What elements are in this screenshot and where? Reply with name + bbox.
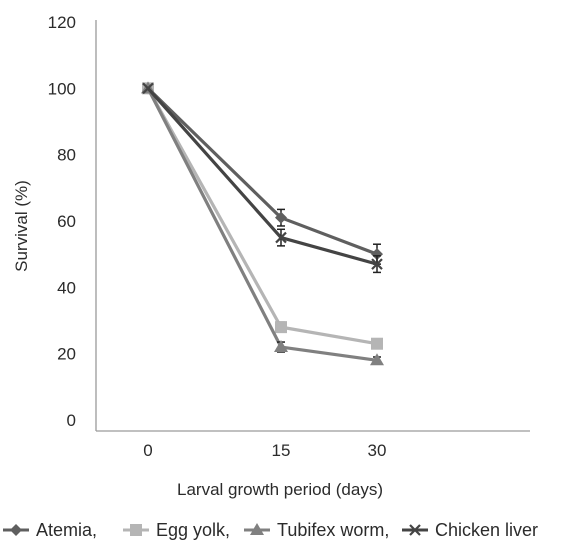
data-point <box>371 258 383 270</box>
y-axis-title: Survival (%) <box>12 180 31 272</box>
legend: Atemia, Egg yolk, Tubifex worm, Chicken liv… <box>3 520 538 540</box>
x-tick-label: 0 <box>143 441 152 460</box>
x-marker-stroke <box>275 231 287 244</box>
series-line <box>146 87 378 266</box>
data-point <box>275 321 287 334</box>
x-marker-stroke <box>371 258 383 270</box>
series-layer <box>141 81 384 366</box>
y-tick-label: 120 <box>48 13 76 32</box>
y-tick-labels: 0 20 40 60 80 100 120 <box>48 13 76 430</box>
legend-label: Egg yolk, <box>156 520 230 540</box>
series-3 <box>141 81 384 366</box>
series-line <box>146 87 378 256</box>
y-tick-label: 100 <box>48 79 76 98</box>
y-tick-label: 40 <box>57 278 76 297</box>
y-tick-label: 0 <box>67 411 76 430</box>
x-axis-title: Larval growth period (days) <box>177 480 383 499</box>
data-point <box>142 82 154 95</box>
x-tick-label: 30 <box>368 441 387 460</box>
data-point <box>371 248 383 261</box>
series-4 <box>142 82 383 274</box>
data-point <box>275 211 287 224</box>
data-point <box>370 353 384 366</box>
legend-label: Tubifex worm, <box>277 520 389 540</box>
x-tick-labels: 0 15 30 <box>143 441 386 460</box>
legend-label: Chicken liver <box>435 520 538 540</box>
x-marker-stroke <box>142 82 154 95</box>
legend-swatch-marker <box>250 523 264 535</box>
legend-swatch-marker <box>10 524 22 536</box>
legend-label: Atemia, <box>36 520 97 540</box>
series-1 <box>142 82 383 265</box>
legend-item: Egg yolk, <box>123 520 230 540</box>
legend-swatch-marker <box>409 524 421 536</box>
data-point <box>275 231 287 244</box>
x-marker-stroke <box>409 524 421 536</box>
y-tick-label: 20 <box>57 345 76 364</box>
legend-item: Atemia, <box>3 520 97 540</box>
y-tick-label: 80 <box>57 146 76 165</box>
legend-item: Chicken liver <box>402 520 538 540</box>
y-tick-label: 60 <box>57 212 76 231</box>
x-tick-label: 15 <box>272 441 291 460</box>
data-point <box>274 340 288 353</box>
data-point <box>371 337 383 350</box>
legend-item: Tubifex worm, <box>244 520 389 540</box>
legend-swatch-marker <box>130 524 142 536</box>
